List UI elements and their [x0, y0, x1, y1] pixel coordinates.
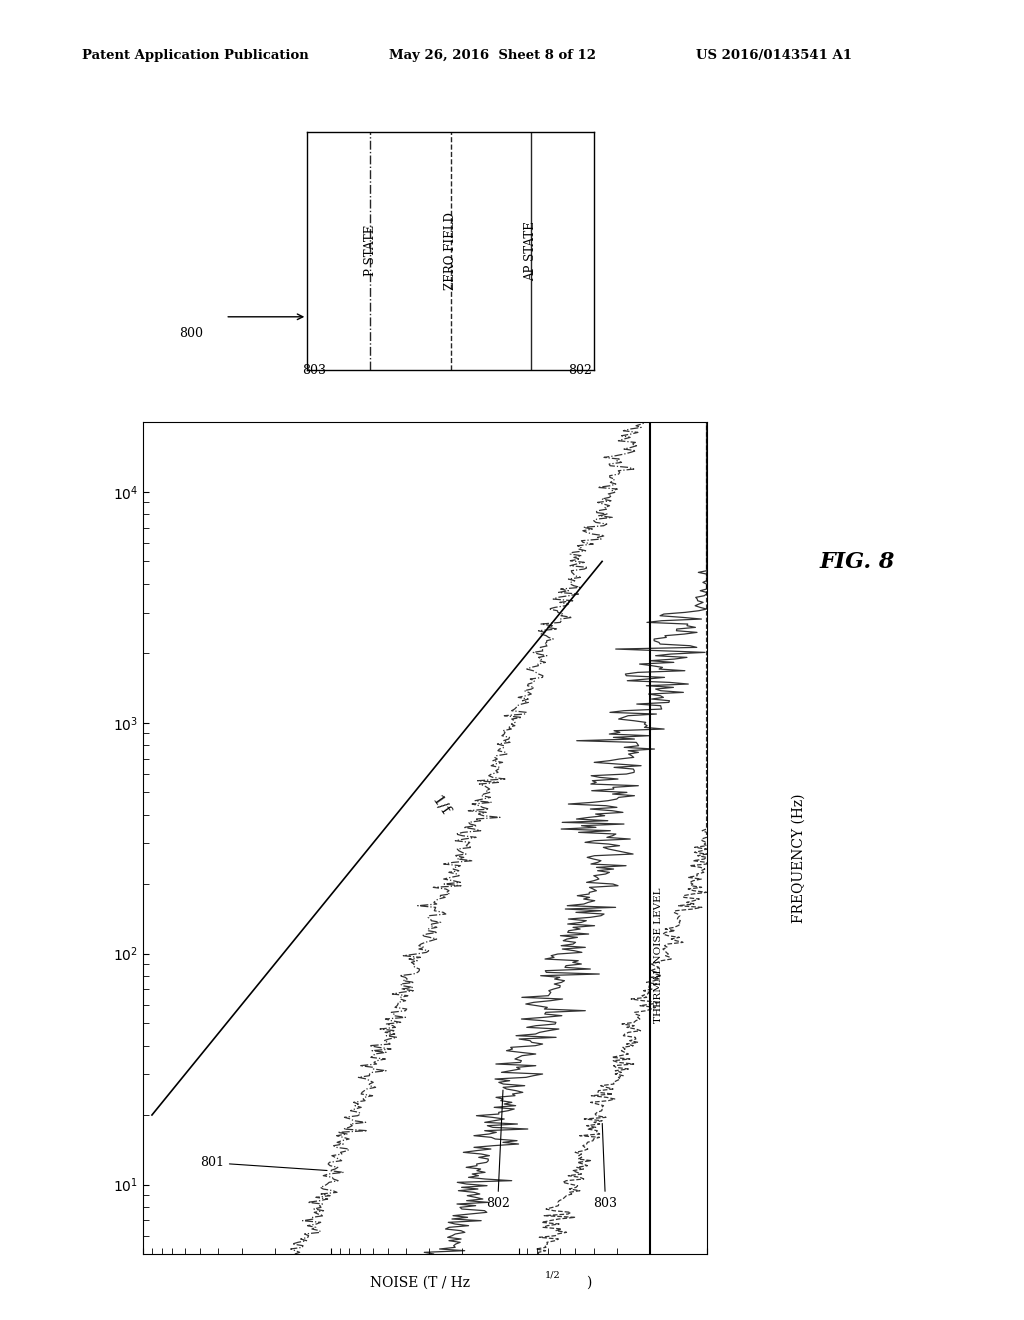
Text: 803: 803	[594, 1123, 617, 1210]
Text: ZERO FIELD: ZERO FIELD	[444, 213, 457, 289]
Text: US 2016/0143541 A1: US 2016/0143541 A1	[696, 49, 852, 62]
Text: Patent Application Publication: Patent Application Publication	[82, 49, 308, 62]
Text: 803: 803	[302, 363, 326, 376]
Text: P STATE: P STATE	[364, 226, 377, 276]
Text: May 26, 2016  Sheet 8 of 12: May 26, 2016 Sheet 8 of 12	[389, 49, 596, 62]
Text: THERMAL NOISE LEVEL: THERMAL NOISE LEVEL	[654, 887, 664, 1023]
Text: NOISE (T / Hz: NOISE (T / Hz	[370, 1276, 470, 1290]
Text: 1/2: 1/2	[545, 1271, 561, 1280]
Text: FREQUENCY (Hz): FREQUENCY (Hz)	[792, 793, 806, 923]
Text: 801: 801	[200, 1156, 327, 1171]
Text: AP STATE: AP STATE	[524, 220, 538, 281]
Text: 802: 802	[485, 1090, 510, 1210]
Text: 800: 800	[179, 326, 203, 339]
Text: FIG. 8: FIG. 8	[819, 550, 895, 573]
Text: 802: 802	[568, 363, 592, 376]
Text: 1/f: 1/f	[429, 793, 453, 817]
Text: ): )	[586, 1276, 592, 1290]
